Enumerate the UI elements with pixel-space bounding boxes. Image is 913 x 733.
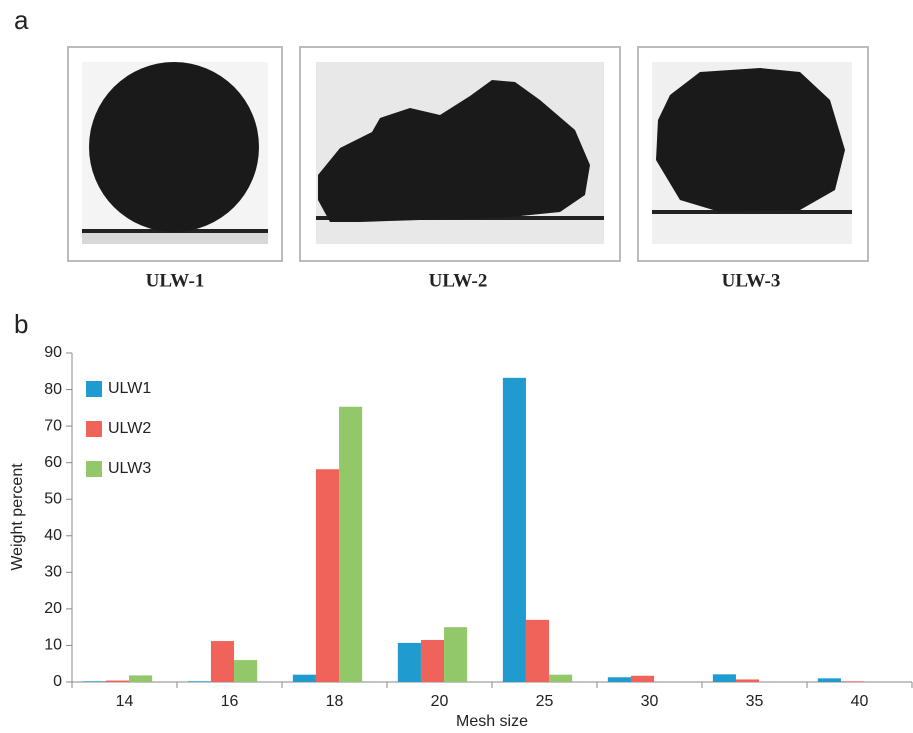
bar [526, 620, 549, 682]
bar [188, 681, 211, 682]
bar [818, 678, 841, 682]
bar [608, 677, 631, 682]
bar [631, 676, 654, 682]
figure: a ULW-1 ULW-2 ULW-3 b Weight percent Mes… [0, 0, 913, 733]
bar [736, 679, 759, 682]
bar [398, 643, 421, 682]
y-tick-label: 10 [44, 637, 62, 654]
image-caption: ULW-2 [429, 270, 488, 291]
bar [211, 641, 234, 682]
x-tick-label: 25 [536, 693, 554, 710]
y-tick-label: 80 [44, 381, 62, 398]
x-tick-label: 40 [851, 693, 869, 710]
y-tick-label: 0 [53, 673, 62, 690]
image-caption: ULW-3 [722, 270, 781, 291]
x-tick-label: 18 [326, 693, 344, 710]
legend-swatch [86, 421, 102, 437]
bar [129, 675, 152, 682]
legend-label: ULW3 [108, 460, 151, 477]
x-axis-title: Mesh size [456, 713, 528, 730]
y-tick-label: 70 [44, 417, 62, 434]
y-tick-label: 30 [44, 564, 62, 581]
x-tick-label: 35 [746, 693, 764, 710]
bar [106, 681, 129, 682]
y-tick-label: 20 [44, 600, 62, 617]
image-2 [300, 47, 620, 261]
image-1 [68, 47, 282, 261]
y-tick-label: 40 [44, 527, 62, 544]
panel-label: a [14, 5, 29, 35]
image-3 [638, 47, 868, 261]
x-tick-label: 14 [116, 693, 134, 710]
bar [316, 469, 339, 682]
x-tick-label: 30 [641, 693, 659, 710]
bar [841, 681, 864, 682]
legend-swatch [86, 381, 102, 397]
bar [234, 660, 257, 682]
x-tick-label: 20 [431, 693, 449, 710]
y-axis-title: Weight percent [9, 463, 26, 571]
image-caption: ULW-1 [146, 270, 205, 291]
bar [339, 407, 362, 682]
legend-label: ULW2 [108, 420, 151, 437]
bar [549, 675, 572, 682]
legend-swatch [86, 461, 102, 477]
bar [713, 674, 736, 682]
y-tick-label: 60 [44, 454, 62, 471]
bar [503, 378, 526, 682]
bar [83, 681, 106, 682]
y-tick-label: 50 [44, 490, 62, 507]
y-tick-label: 90 [44, 344, 62, 361]
bar [444, 627, 467, 682]
bar [293, 675, 316, 682]
legend-label: ULW1 [108, 380, 151, 397]
panel-label: b [14, 309, 28, 339]
x-tick-label: 16 [221, 693, 239, 710]
bar [421, 640, 444, 682]
